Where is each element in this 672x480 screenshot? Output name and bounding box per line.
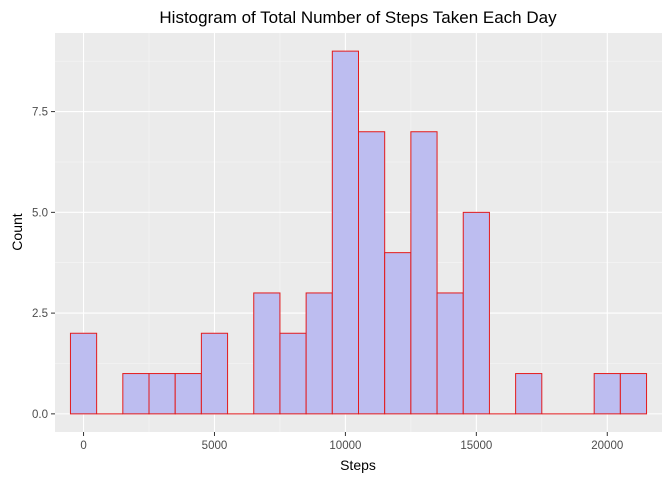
x-axis: 0 5000 10000 15000 20000	[80, 432, 623, 452]
histogram-bar	[69, 332, 98, 415]
y-axis-title: Count	[9, 213, 25, 250]
histogram-bar	[358, 131, 386, 415]
histogram-bar	[515, 373, 543, 415]
histogram-bar	[174, 373, 202, 415]
histogram-bar	[462, 211, 490, 415]
histogram-bar	[305, 292, 333, 415]
x-tick-label: 5000	[202, 440, 228, 452]
histogram-bar	[200, 332, 229, 415]
chart-title: Histogram of Total Number of Steps Taken…	[159, 8, 557, 27]
histogram-bar	[253, 292, 281, 415]
x-tick-label: 15000	[460, 440, 492, 452]
histogram-bar	[122, 373, 150, 415]
x-tick-label: 20000	[591, 440, 623, 452]
x-tick-label: 0	[80, 440, 86, 452]
x-tick-label: 10000	[329, 440, 361, 452]
histogram-bar	[148, 373, 176, 415]
x-axis-title: Steps	[340, 457, 376, 473]
y-axis: 0.0 2.5 5.0 7.5	[32, 107, 55, 421]
histogram-bar	[279, 332, 307, 415]
histogram-bars	[69, 50, 648, 415]
histogram-bar	[331, 50, 359, 415]
y-tick-label: 0.0	[32, 409, 48, 421]
histogram-bar	[619, 373, 648, 415]
histogram-bar	[436, 292, 464, 415]
y-tick-label: 5.0	[32, 207, 48, 219]
histogram-bar	[410, 131, 438, 415]
histogram-bar	[384, 252, 412, 415]
y-tick-label: 7.5	[32, 107, 48, 119]
histogram-bar	[593, 373, 621, 415]
y-tick-label: 2.5	[32, 308, 48, 320]
